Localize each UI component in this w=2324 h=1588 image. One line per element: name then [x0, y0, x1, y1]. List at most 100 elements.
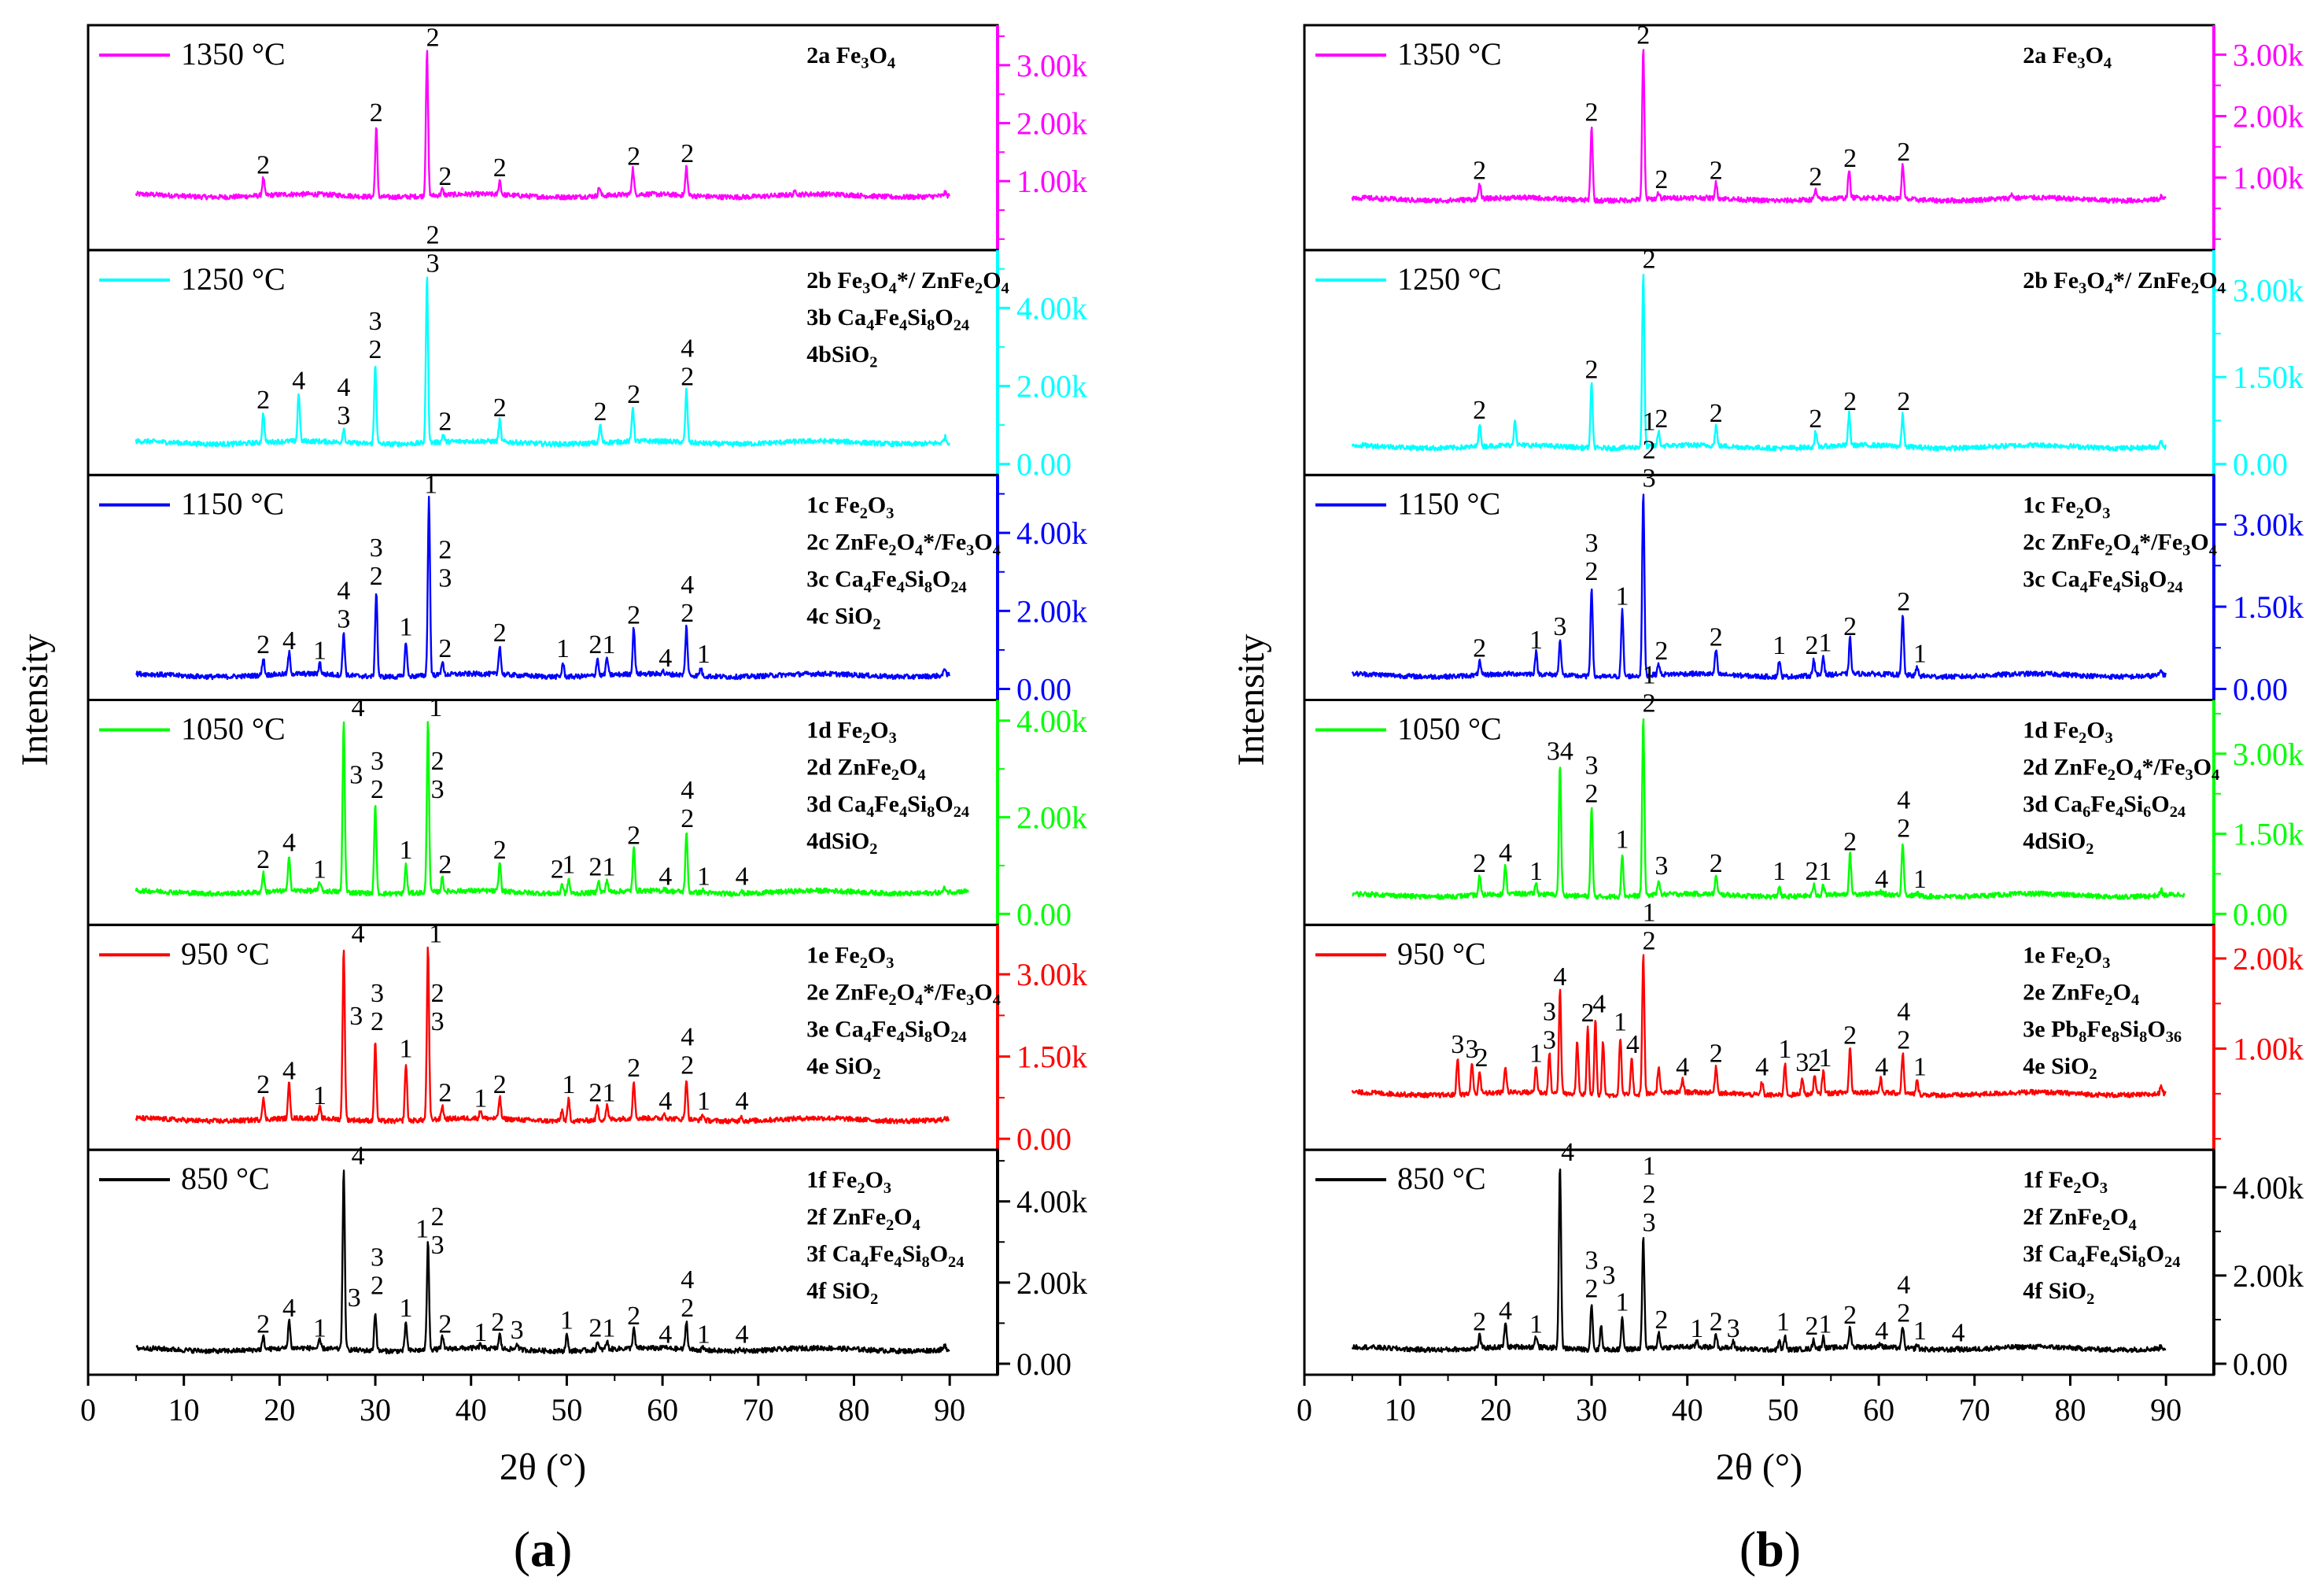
phase-legend-entry: 4e SiO2​: [2023, 1053, 2097, 1083]
peak-label: 1: [424, 471, 437, 500]
peak-label: 4: [352, 919, 365, 948]
peak-label: 1: [560, 1305, 574, 1335]
peak-label: 4: [282, 1294, 296, 1323]
x-axis-label: 2θ (°): [500, 1446, 586, 1488]
peak-label: 4: [681, 334, 694, 363]
peak-label: 1: [1529, 626, 1543, 655]
x-tick-label: 20: [264, 1392, 295, 1427]
phase-legend-entry: 3d Ca4​Fe4​Si8​O24​: [806, 792, 969, 822]
peak-label: 1: [1614, 1007, 1627, 1036]
peak-label: 3: [1795, 1048, 1809, 1077]
peak-label: 2: [1643, 926, 1656, 955]
peak-label: 4: [1897, 1270, 1910, 1299]
phase-legend-entry: 1e Fe2​O3​: [2023, 942, 2110, 972]
peak-label: 4: [658, 644, 672, 673]
phase-legend-entry: 2f ZnFe2​O4​: [806, 1204, 920, 1234]
peak-label: 2: [1636, 21, 1650, 50]
subplot-1250C: 0.00 2.00k 4.00k 1250 °C 2b Fe3​O4​*/ ZnFe2​…: [87, 221, 1087, 482]
peak-label: 2: [1643, 246, 1656, 275]
peak-label: 2: [1897, 138, 1910, 167]
peak-label: 2: [1710, 1308, 1723, 1337]
peak-label: 1: [697, 1320, 710, 1349]
xrd-pattern-line: [1351, 49, 2167, 205]
peak-label: 2: [1643, 1180, 1656, 1209]
peak-label: 1: [1615, 582, 1629, 611]
peak-label: 2: [594, 397, 607, 427]
y-tick-label: 0.00: [2233, 896, 2288, 932]
phase-legend-entry: 1f Fe2​O3​: [806, 1167, 891, 1197]
y-axis-label: Intensity: [14, 634, 56, 766]
peak-label: 1: [313, 1081, 326, 1110]
y-tick-label: 0.00: [2233, 1346, 2288, 1382]
peak-label: 4: [1897, 997, 1910, 1026]
peak-label: 2: [438, 1078, 452, 1107]
peak-label: 3: [1585, 1246, 1599, 1276]
peak-label: 2: [681, 804, 694, 833]
peak-label: 3: [371, 979, 384, 1008]
y-tick-label: 0.00: [1016, 1346, 1072, 1382]
y-tick-label: 2.00k: [1016, 1265, 1087, 1301]
x-tick-label: 0: [1297, 1392, 1312, 1427]
xrd-pattern-line: [1352, 718, 2186, 900]
peak-label: 2: [1654, 1305, 1668, 1335]
peak-label: 1: [697, 862, 710, 892]
peak-label: 2: [426, 23, 440, 52]
temperature-label: 1250 °C: [1397, 261, 1502, 297]
xrd-pattern-line: [1351, 954, 2167, 1099]
peak-label: 4: [1499, 1297, 1512, 1326]
peak-label: 4: [736, 1320, 749, 1349]
peak-label: 1: [474, 1318, 487, 1347]
phase-legend-entry: 3c Ca4​Fe4​Si8​O24​: [2023, 567, 2183, 596]
peak-label: 1: [1643, 1151, 1656, 1180]
x-tick-label: 70: [743, 1392, 774, 1427]
peak-label: 2: [1585, 1275, 1599, 1304]
y-tick-label: 3.00k: [2233, 37, 2304, 72]
peak-label: 2: [1710, 157, 1723, 186]
peak-label: 1: [1773, 631, 1786, 660]
peak-label: 2: [256, 630, 270, 659]
peak-label: 4: [658, 1320, 672, 1349]
peak-label: 2: [1843, 1301, 1857, 1330]
x-tick-label: 50: [1767, 1392, 1798, 1427]
peak-label: 4: [1897, 786, 1910, 815]
peak-label: 2: [1843, 387, 1857, 416]
phase-legend-entry: 4c SiO2​: [806, 604, 880, 633]
peak-label: 2: [551, 855, 564, 884]
phase-legend-entry: 1d Fe2​O3​: [2023, 718, 2113, 748]
peak-label: 4: [681, 776, 694, 805]
peak-label: 2: [438, 634, 452, 663]
peak-label: 2: [1585, 356, 1599, 385]
phase-legend-entry: 2a Fe3​O4​: [2023, 42, 2112, 72]
y-tick-label: 0.00: [1016, 672, 1072, 707]
peak-label: 2: [426, 221, 440, 250]
peak-label: 2: [256, 150, 270, 179]
x-tick-label: 10: [168, 1392, 200, 1427]
peak-label: 4: [352, 1141, 365, 1170]
peak-label: 3: [371, 1243, 384, 1272]
phase-legend-entry: 2f ZnFe2​O4​: [2023, 1204, 2137, 1234]
phase-legend-entry: 2e ZnFe2​O4​: [2023, 979, 2139, 1009]
peak-label: 1: [1615, 825, 1629, 854]
peak-label: 1: [1776, 1308, 1790, 1337]
peak-label: 2: [627, 380, 640, 409]
peak-label: 2: [370, 98, 383, 127]
peak-label: 2: [493, 619, 507, 648]
phase-legend-entry: 2e ZnFe2​O4​*/Fe3​O4​: [806, 979, 1001, 1009]
peak-label: 2: [1843, 612, 1857, 641]
temperature-label: 1250 °C: [181, 261, 286, 297]
peak-label: 1: [1818, 1043, 1832, 1073]
peak-label: 4: [1952, 1319, 1965, 1348]
peak-label: 3: [426, 249, 440, 279]
peak-label: 2: [493, 393, 507, 423]
phase-legend-entry: 2a Fe3​O4​: [806, 42, 895, 72]
phase-legend-entry: 2c ZnFe2​O4​*/Fe3​O4​: [806, 530, 1001, 559]
peak-label: 2: [1710, 623, 1723, 652]
peak-label: 3: [337, 401, 350, 430]
xrd-pattern-line: [135, 946, 950, 1125]
x-tick-label: 20: [1480, 1392, 1511, 1427]
peak-label: 2: [493, 1070, 507, 1099]
peak-label: 2: [1643, 436, 1656, 465]
phase-legend-entry: 3b Ca4​Fe4​Si8​O24​: [806, 305, 969, 334]
peak-label: 3: [369, 307, 382, 336]
